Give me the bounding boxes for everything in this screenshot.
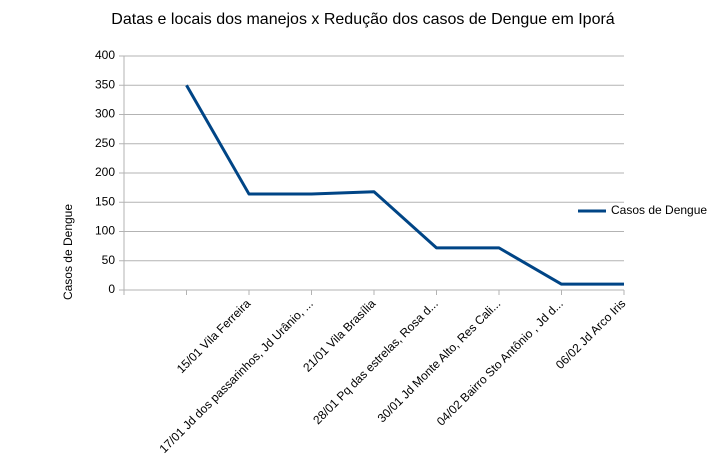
y-tick-label: 200 bbox=[95, 165, 115, 179]
y-tick-label: 350 bbox=[95, 77, 115, 91]
y-tick-label: 400 bbox=[95, 48, 115, 62]
chart-title: Datas e locais dos manejos x Redução dos… bbox=[111, 11, 615, 28]
y-tick-label: 100 bbox=[95, 224, 115, 238]
y-axis-label: Casos de Dengue bbox=[61, 204, 75, 300]
y-tick-label: 250 bbox=[95, 136, 115, 150]
x-tick-label: 30/01 Jd Monte Alto, Res Cali... bbox=[375, 296, 504, 425]
data-line bbox=[185, 84, 624, 286]
y-tick-label: 300 bbox=[95, 107, 115, 121]
x-tick-label: 04/02 Bairro Sto Antônio , Jd d... bbox=[434, 296, 566, 428]
legend-label: Casos de Dengue bbox=[611, 203, 707, 217]
y-tick-label: 150 bbox=[95, 194, 115, 208]
y-tick-label: 0 bbox=[108, 282, 115, 296]
y-tick-label: 50 bbox=[102, 253, 116, 267]
x-tick-label: 28/01 Pq das estrelas, Rosa d... bbox=[310, 296, 441, 427]
